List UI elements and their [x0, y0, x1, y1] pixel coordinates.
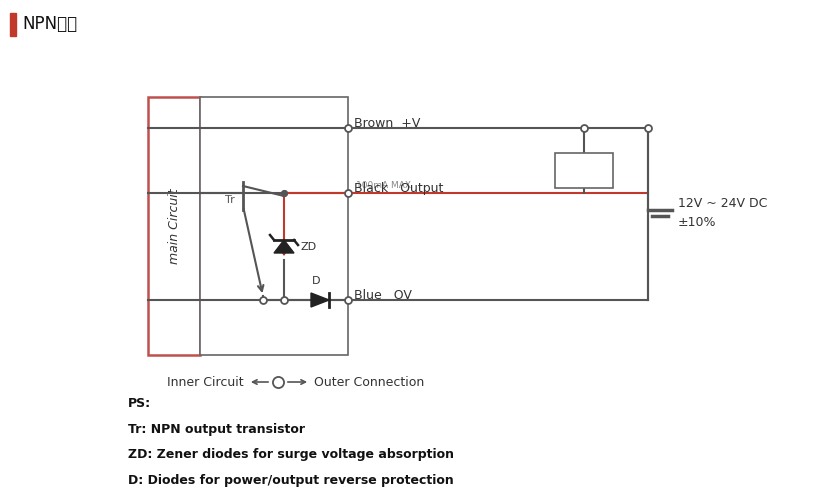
Text: Tr: Tr — [225, 195, 235, 205]
Text: ZD: Zener diodes for surge voltage absorption: ZD: Zener diodes for surge voltage absor… — [128, 448, 454, 461]
Text: Brown  +V: Brown +V — [354, 117, 420, 130]
Text: Load: Load — [569, 164, 599, 177]
Bar — [200, 97, 348, 355]
Text: NPN输出: NPN输出 — [22, 15, 77, 33]
Text: 12V ~ 24V DC
±10%: 12V ~ 24V DC ±10% — [678, 197, 767, 229]
Polygon shape — [274, 240, 294, 253]
Text: Tr: NPN output transistor: Tr: NPN output transistor — [128, 423, 305, 435]
Text: D: D — [311, 276, 320, 286]
Text: Blue   OV: Blue OV — [354, 289, 412, 302]
Text: main Circuit: main Circuit — [167, 188, 180, 264]
Text: ZD: ZD — [300, 242, 316, 251]
Bar — [555, 153, 613, 188]
Bar — [10, 13, 16, 36]
Bar — [148, 97, 200, 355]
Polygon shape — [311, 293, 329, 307]
Text: D: Diodes for power/output reverse protection: D: Diodes for power/output reverse prote… — [128, 474, 454, 487]
Text: Inner Circuit: Inner Circuit — [167, 376, 244, 388]
Text: PS:: PS: — [128, 397, 151, 410]
Text: Outer Connection: Outer Connection — [314, 376, 424, 388]
Text: Black   Output: Black Output — [354, 182, 443, 195]
Text: 100mA MAX: 100mA MAX — [356, 181, 411, 190]
